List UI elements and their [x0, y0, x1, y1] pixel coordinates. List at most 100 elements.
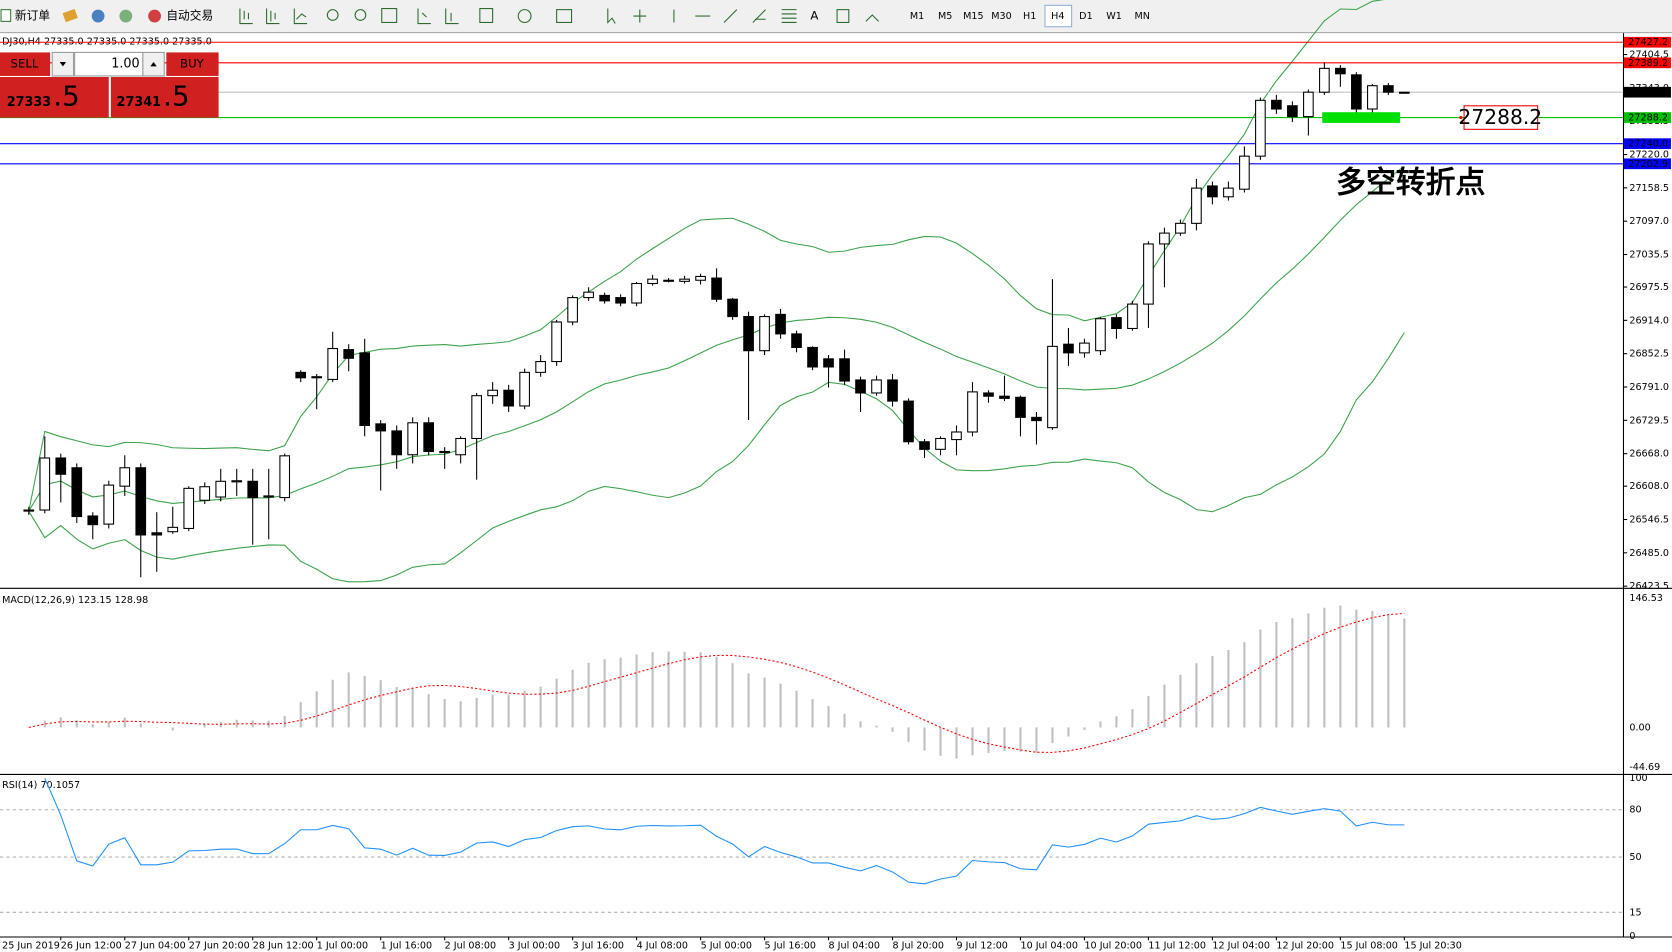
candle-body — [375, 423, 387, 432]
x-tick-label: 5 Jul 00:00 — [701, 941, 752, 952]
timeframe[interactable]: M15 — [963, 11, 983, 22]
level-tag — [1624, 36, 1671, 48]
candle-body — [695, 275, 706, 281]
toolbar-icon[interactable] — [62, 8, 78, 23]
lot-value[interactable]: 1.00 — [111, 57, 139, 72]
candle-body — [423, 422, 434, 453]
x-tick-label: 1 Jul 00:00 — [317, 941, 368, 952]
timeframe[interactable]: M5 — [938, 11, 952, 22]
candle-body — [1143, 243, 1154, 305]
timeframe[interactable]: D1 — [1079, 11, 1092, 22]
level-tag — [1624, 112, 1671, 123]
rsi-tick-label: 80 — [1629, 805, 1641, 816]
candle-body — [839, 358, 850, 382]
macd-tick-label: -44.69 — [1629, 762, 1660, 773]
new-order[interactable]: 新订单 — [15, 9, 50, 23]
y-tick-label: 26914.0 — [1629, 315, 1669, 326]
lot-up-arrow[interactable] — [150, 62, 157, 67]
annotation: 多空转折点 — [1336, 165, 1485, 200]
x-tick-label: 2 Jul 08:00 — [445, 941, 496, 952]
candle-body — [151, 532, 163, 536]
y-tick-label: 26729.5 — [1629, 415, 1669, 426]
candle-body — [663, 279, 674, 282]
price-box — [1463, 105, 1539, 130]
candle-body — [1271, 99, 1282, 110]
candle-body — [119, 467, 131, 487]
bollinger-band — [28, 332, 1405, 583]
auto-trading-icon[interactable] — [148, 9, 162, 23]
candle-body — [327, 347, 339, 380]
x-tick-label: 10 Jul 20:00 — [1084, 941, 1142, 952]
ask-box[interactable] — [110, 77, 219, 118]
toolbar-icon[interactable] — [119, 9, 133, 23]
candle-body — [935, 437, 946, 450]
y-tick-label: 27158.5 — [1629, 183, 1669, 194]
timeframe[interactable]: MN — [1135, 11, 1150, 22]
buy-button[interactable] — [166, 52, 219, 76]
candle-body — [551, 321, 562, 363]
candle-body — [567, 297, 578, 323]
auto-trading[interactable]: 自动交易 — [166, 9, 213, 23]
timeframe[interactable]: M1 — [910, 11, 924, 22]
bollinger-band — [28, 0, 1385, 512]
y-tick-label: 26668.0 — [1629, 449, 1669, 460]
ask-main[interactable]: 27341 — [117, 95, 162, 110]
candle-body — [135, 467, 147, 536]
candle-body — [87, 515, 99, 526]
candle-body — [1367, 85, 1378, 110]
timeframe[interactable]: W1 — [1106, 11, 1122, 22]
pivot-zone — [1322, 112, 1401, 123]
x-tick-label: 27 Jun 04:00 — [125, 941, 186, 952]
bid-box[interactable] — [0, 77, 109, 118]
candle-body — [391, 430, 403, 456]
level-tag-label: 27389.2 — [1628, 58, 1668, 69]
candle-body — [407, 422, 418, 456]
candle-body — [1159, 232, 1170, 245]
candle-body — [471, 395, 482, 440]
candle-body — [791, 333, 802, 348]
bid-main[interactable]: 27333 — [7, 95, 51, 110]
candle-body — [599, 294, 610, 302]
candle-body — [295, 371, 307, 379]
y-tick-label: 27097.0 — [1629, 216, 1669, 227]
x-tick-label: 26 Jun 12:00 — [61, 941, 122, 952]
rsi-tick-label: 0 — [1629, 931, 1635, 942]
candle-body — [919, 441, 930, 450]
x-tick-label: 12 Jul 20:00 — [1276, 941, 1334, 952]
candle-body — [1111, 317, 1122, 330]
y-tick-label: 26485.0 — [1629, 548, 1669, 559]
toolbar-icon[interactable] — [91, 9, 105, 23]
x-tick-label: 12 Jul 04:00 — [1212, 941, 1270, 952]
candle-body — [167, 526, 179, 533]
candle-body — [759, 316, 770, 352]
candle-body — [535, 361, 546, 373]
x-tick-label: 28 Jun 12:00 — [253, 941, 314, 952]
active-timeframe[interactable] — [1044, 4, 1073, 28]
rsi-tick-label: 50 — [1629, 852, 1641, 863]
toolbar-icons[interactable] — [239, 8, 880, 25]
buy-label[interactable]: BUY — [180, 57, 205, 71]
timeframe[interactable]: H1 — [1023, 11, 1036, 22]
timeframe[interactable]: M30 — [991, 11, 1011, 22]
x-tick-label: 27 Jun 20:00 — [189, 941, 250, 952]
level-tag-label: 27240.0 — [1628, 139, 1668, 150]
candle-body — [23, 509, 35, 512]
y-tick-label: 26608.0 — [1629, 481, 1669, 492]
lot-down-arrow[interactable] — [59, 62, 67, 67]
bid-frac[interactable]: .5 — [53, 79, 79, 112]
new-order-icon[interactable] — [0, 9, 12, 22]
candle-body — [1223, 187, 1234, 198]
sell-label[interactable]: SELL — [11, 57, 39, 71]
rsi-tick-label: 15 — [1629, 907, 1641, 918]
candle-body — [647, 278, 658, 285]
timeframe[interactable]: H4 — [1051, 11, 1064, 22]
x-tick-label: 8 Jul 04:00 — [829, 941, 880, 952]
x-tick-label: 11 Jul 12:00 — [1148, 941, 1206, 952]
candle-body — [39, 457, 51, 511]
ask-frac[interactable]: .5 — [163, 79, 189, 112]
sell-button[interactable] — [0, 52, 51, 76]
text-tool[interactable]: A — [810, 9, 818, 23]
candle-body — [855, 379, 866, 394]
candle-body — [1303, 91, 1314, 118]
